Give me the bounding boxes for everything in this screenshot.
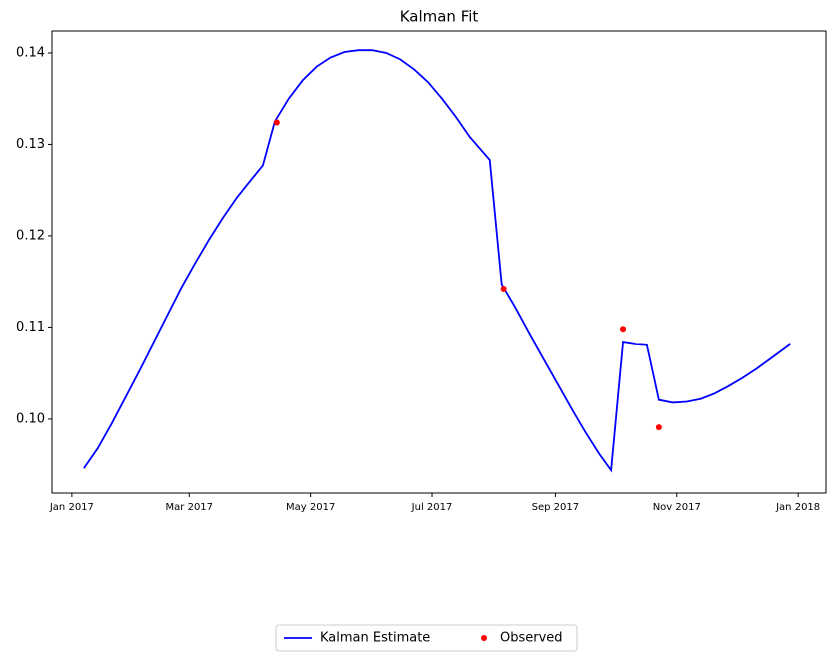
legend-label: Observed [500, 631, 563, 646]
legend-swatch [481, 635, 487, 641]
legend-label: Kalman Estimate [320, 631, 430, 646]
x-tick-label: Nov 2017 [653, 502, 701, 513]
y-tick-label: 0.10 [16, 411, 45, 426]
line [83, 49, 791, 473]
point [273, 119, 280, 126]
y-tick-label: 0.11 [16, 320, 45, 335]
point [655, 424, 662, 431]
x-tick-label: Jan 2017 [49, 502, 94, 513]
legend-box [275, 624, 578, 652]
y-tick-label: 0.12 [16, 228, 45, 243]
x-tick-label: May 2017 [286, 502, 335, 513]
plot-frame [51, 30, 827, 494]
x-tick-label: Mar 2017 [166, 502, 214, 513]
point [500, 285, 507, 292]
x-tick-label: Jul 2017 [411, 502, 453, 513]
point [620, 326, 627, 333]
x-tick-label: Sep 2017 [532, 502, 579, 513]
chart-title: Kalman Fit [400, 8, 479, 26]
y-tick-label: 0.14 [16, 45, 45, 60]
x-tick-label: Jan 2018 [775, 502, 820, 513]
y-tick-label: 0.13 [16, 137, 45, 152]
